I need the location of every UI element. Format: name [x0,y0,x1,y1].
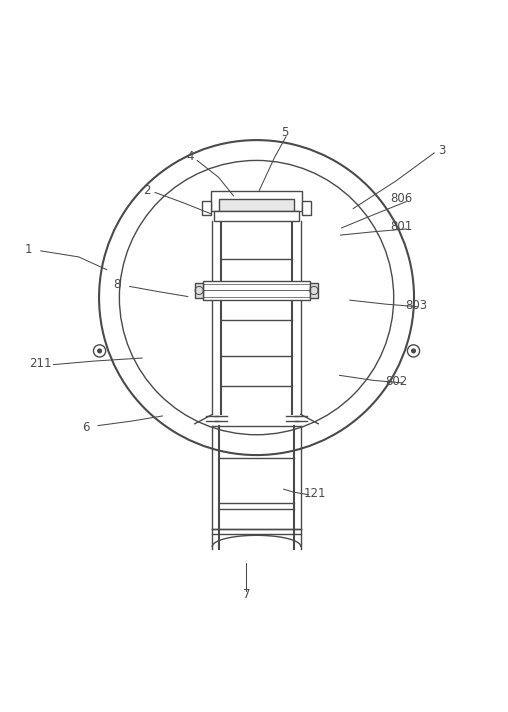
Circle shape [98,349,102,352]
Bar [214,211,299,221]
Text: 8: 8 [113,278,120,291]
Text: 4: 4 [187,150,194,163]
Text: 2: 2 [144,184,151,197]
Text: 803: 803 [405,299,428,312]
Bar [302,201,311,215]
Text: 7: 7 [243,588,250,601]
Circle shape [411,349,416,352]
Text: 6: 6 [83,421,90,434]
Bar [219,199,294,211]
Text: 5: 5 [281,126,288,139]
Bar [195,283,203,298]
Text: 211: 211 [29,357,52,370]
Circle shape [99,140,414,455]
Bar [310,283,318,298]
Text: 3: 3 [438,144,446,157]
Text: 802: 802 [385,375,407,388]
Text: 1: 1 [24,243,31,256]
Text: 806: 806 [390,192,412,205]
Text: 121: 121 [304,487,326,500]
Bar [202,201,211,215]
Text: 801: 801 [390,220,412,233]
Bar [211,191,302,211]
Bar [203,281,310,300]
